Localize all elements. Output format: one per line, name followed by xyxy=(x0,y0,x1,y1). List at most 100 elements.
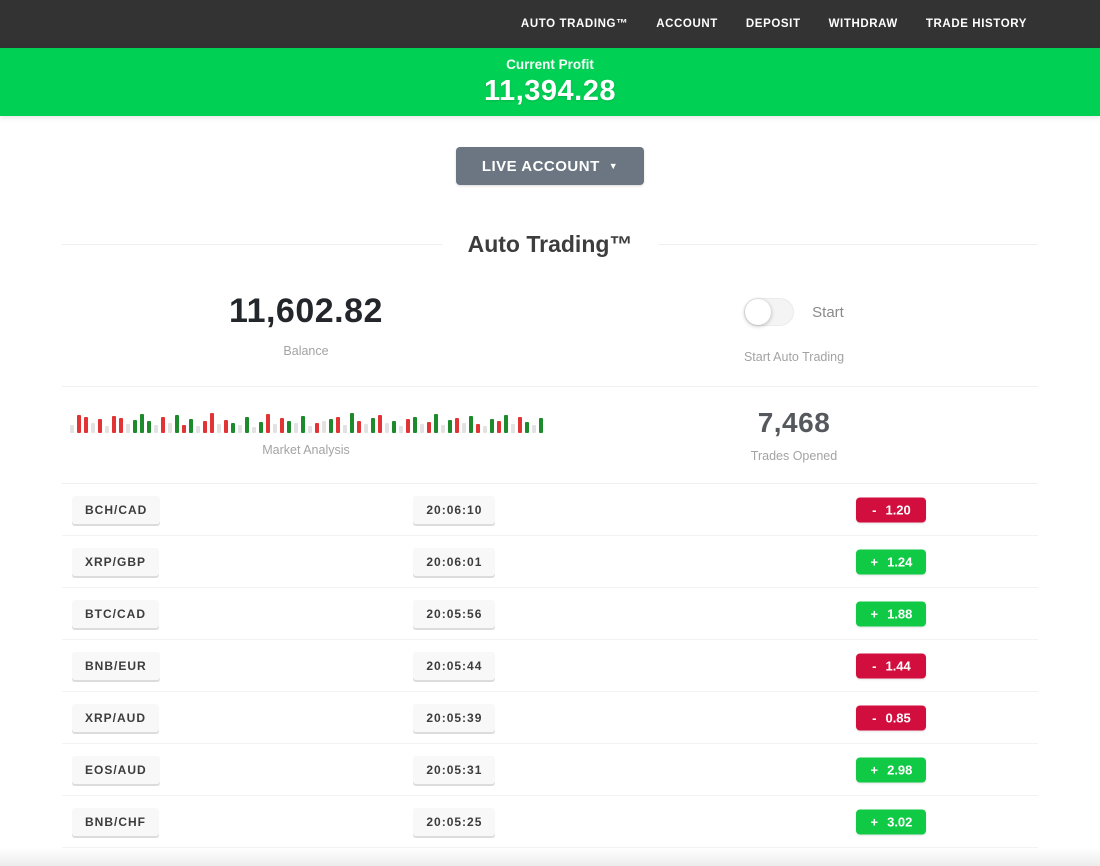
trade-sign: + xyxy=(870,814,879,829)
nav-item-trade-history[interactable]: TRADE HISTORY xyxy=(925,18,1027,30)
trade-result-badge: - 0.85 xyxy=(856,705,927,730)
market-bar xyxy=(461,423,466,433)
toggle-knob[interactable] xyxy=(745,299,772,325)
nav-item-account[interactable]: ACCOUNT xyxy=(656,18,718,30)
market-bar xyxy=(489,419,494,433)
market-bar xyxy=(363,424,368,433)
market-bar xyxy=(293,423,298,433)
current-profit-label: Current Profit xyxy=(506,56,594,72)
bottom-fade xyxy=(0,848,1100,866)
current-profit-banner: Current Profit 11,394.28 xyxy=(0,48,1100,116)
market-bar xyxy=(139,414,144,433)
market-bar xyxy=(300,416,305,433)
market-bar xyxy=(223,420,228,433)
nav-item-auto-trading[interactable]: AUTO TRADING™ xyxy=(520,18,629,30)
trade-value: 1.44 xyxy=(885,658,911,673)
trade-sign: + xyxy=(870,762,879,777)
market-bar xyxy=(272,424,277,433)
trades-opened-value: 7,468 xyxy=(757,407,831,438)
market-bar xyxy=(419,424,424,433)
trade-row: BCH/CAD 20:06:10 - 1.20 xyxy=(62,484,1038,536)
trade-row: XRP/AUD 20:05:39 - 0.85 xyxy=(62,692,1038,744)
market-bar xyxy=(335,417,340,433)
pair-chip: BTC/CAD xyxy=(72,599,159,628)
trade-result-badge: + 1.88 xyxy=(856,601,927,626)
market-bar xyxy=(398,426,403,433)
market-bar xyxy=(279,418,284,433)
market-bar xyxy=(454,418,459,433)
market-bar xyxy=(503,415,508,433)
market-bar xyxy=(125,424,130,433)
market-bar xyxy=(384,423,389,433)
market-bar xyxy=(342,425,347,433)
market-bar xyxy=(174,415,179,433)
market-bar xyxy=(496,421,501,433)
trade-result-badge: + 2.98 xyxy=(856,757,927,782)
market-bar xyxy=(244,417,249,433)
live-account-dropdown-button[interactable]: LIVE ACCOUNT ▼ xyxy=(455,147,645,185)
time-chip: 20:05:25 xyxy=(413,807,496,836)
trade-result-badge: - 1.20 xyxy=(856,497,927,522)
market-bar xyxy=(328,419,333,433)
trades-opened-block: 7,468 Trades Opened xyxy=(550,405,1038,463)
trade-sign: + xyxy=(870,606,879,621)
market-bar xyxy=(475,424,480,433)
market-bar xyxy=(258,422,263,433)
market-bar xyxy=(104,426,109,433)
balance-block: 11,602.82 Balance xyxy=(62,292,550,364)
market-bar xyxy=(83,417,88,433)
nav-item-deposit[interactable]: DEPOSIT xyxy=(745,18,801,30)
market-bar xyxy=(307,426,312,433)
trade-result-badge: + 1.24 xyxy=(856,549,927,574)
market-bar xyxy=(132,420,137,433)
heading-divider-right xyxy=(658,244,1039,245)
market-bar xyxy=(265,414,270,433)
current-profit-value: 11,394.28 xyxy=(484,74,616,107)
market-bar xyxy=(230,423,235,433)
trade-row: XRP/GBP 20:06:01 + 1.24 xyxy=(62,536,1038,588)
market-bar xyxy=(286,421,291,433)
trades-opened-label: Trades Opened xyxy=(750,449,838,463)
trades-table: BCH/CAD 20:06:10 - 1.20 XRP/GBP 20:06:01… xyxy=(62,484,1038,848)
market-bar xyxy=(510,424,515,433)
market-bar xyxy=(370,418,375,433)
top-navbar: AUTO TRADING™ ACCOUNT DEPOSIT WITHDRAW T… xyxy=(0,0,1100,48)
market-bar xyxy=(405,419,410,433)
trade-value: 3.02 xyxy=(887,814,913,829)
trade-value: 2.98 xyxy=(887,762,913,777)
trade-sign: + xyxy=(870,554,879,569)
market-bar xyxy=(216,424,221,433)
market-bar xyxy=(321,421,326,433)
auto-trading-block: Start Start Auto Trading xyxy=(550,292,1038,364)
trade-sign: - xyxy=(872,710,877,725)
market-bar xyxy=(181,425,186,433)
pair-chip: BNB/CHF xyxy=(72,807,159,836)
stats-top-row: 11,602.82 Balance Start Start Auto Tradi… xyxy=(62,258,1038,387)
pair-chip: XRP/GBP xyxy=(72,547,160,576)
page-title: Auto Trading™ xyxy=(467,231,633,257)
time-chip: 20:06:01 xyxy=(413,547,496,576)
trade-value: 1.88 xyxy=(887,606,913,621)
trade-row: EOS/AUD 20:05:31 + 2.98 xyxy=(62,744,1038,796)
market-bar xyxy=(391,421,396,433)
balance-value: 11,602.82 xyxy=(229,292,383,330)
balance-label: Balance xyxy=(283,344,329,358)
market-bar xyxy=(377,415,382,433)
trade-sign: - xyxy=(872,658,877,673)
market-bar xyxy=(356,421,361,433)
market-bar xyxy=(118,418,123,433)
time-chip: 20:05:31 xyxy=(413,755,496,784)
nav-item-withdraw[interactable]: WITHDRAW xyxy=(828,18,898,30)
market-bar xyxy=(76,415,81,433)
market-bar xyxy=(531,425,536,433)
market-bar xyxy=(468,416,473,433)
start-auto-trading-toggle[interactable] xyxy=(744,298,795,326)
market-bar xyxy=(524,422,529,433)
pair-chip: XRP/AUD xyxy=(72,703,160,732)
market-bar xyxy=(188,419,193,433)
market-bar xyxy=(349,413,354,433)
toggle-start-label: Start xyxy=(812,303,844,321)
market-bar xyxy=(111,416,116,433)
trade-sign: - xyxy=(872,502,877,517)
market-bar xyxy=(202,421,207,433)
